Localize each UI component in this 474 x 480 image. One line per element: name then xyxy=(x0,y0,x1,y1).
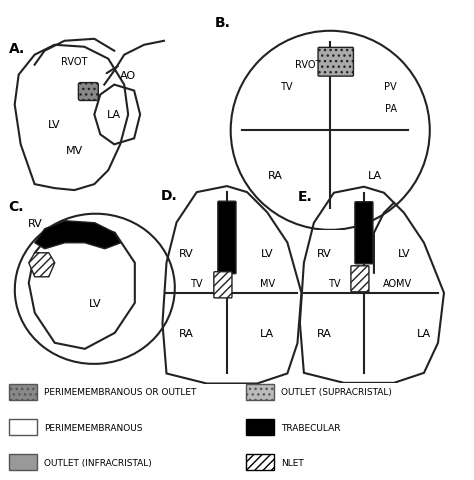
FancyBboxPatch shape xyxy=(9,420,37,435)
Text: RA: RA xyxy=(267,170,283,180)
FancyBboxPatch shape xyxy=(246,455,274,470)
Text: TRABECULAR: TRABECULAR xyxy=(281,423,341,432)
Text: RV: RV xyxy=(27,218,42,228)
FancyBboxPatch shape xyxy=(9,455,37,470)
Text: OUTLET (INFRACRISTAL): OUTLET (INFRACRISTAL) xyxy=(44,458,152,467)
Text: RV: RV xyxy=(317,248,331,258)
Text: PERIMEMEMBRANOUS OR OUTLET: PERIMEMEMBRANOUS OR OUTLET xyxy=(44,387,197,396)
Text: D.: D. xyxy=(160,189,177,203)
FancyBboxPatch shape xyxy=(78,84,98,101)
Text: MV: MV xyxy=(396,278,411,288)
Text: E.: E. xyxy=(298,189,313,204)
FancyBboxPatch shape xyxy=(214,272,232,298)
FancyBboxPatch shape xyxy=(246,384,274,400)
FancyBboxPatch shape xyxy=(218,202,236,274)
Text: PA: PA xyxy=(384,104,397,114)
Text: RA: RA xyxy=(179,328,194,338)
Text: LV: LV xyxy=(261,248,273,258)
Text: MV: MV xyxy=(66,146,83,156)
Text: LV: LV xyxy=(89,298,101,308)
FancyBboxPatch shape xyxy=(355,202,373,264)
Text: TV: TV xyxy=(328,278,340,288)
Text: LA: LA xyxy=(367,170,382,180)
FancyBboxPatch shape xyxy=(351,266,369,292)
Text: RVOT: RVOT xyxy=(295,60,321,70)
Text: MV: MV xyxy=(260,278,275,288)
Text: RA: RA xyxy=(317,328,331,338)
Text: C.: C. xyxy=(9,199,24,213)
Text: NLET: NLET xyxy=(281,458,304,467)
Text: LA: LA xyxy=(417,328,431,338)
Text: LV: LV xyxy=(48,120,61,130)
Text: TV: TV xyxy=(280,82,292,92)
Polygon shape xyxy=(29,253,55,277)
FancyBboxPatch shape xyxy=(318,48,354,77)
Text: LV: LV xyxy=(398,248,410,258)
Text: B.: B. xyxy=(215,16,231,30)
Text: PV: PV xyxy=(384,82,397,92)
Text: LA: LA xyxy=(260,328,274,338)
Polygon shape xyxy=(35,221,121,249)
Text: OUTLET (SUPRACRISTAL): OUTLET (SUPRACRISTAL) xyxy=(281,387,392,396)
Text: RV: RV xyxy=(179,248,194,258)
Text: TV: TV xyxy=(191,278,203,288)
FancyBboxPatch shape xyxy=(246,420,274,435)
FancyBboxPatch shape xyxy=(9,384,37,400)
Text: LA: LA xyxy=(107,110,121,120)
Text: AO: AO xyxy=(120,71,136,81)
Text: RVOT: RVOT xyxy=(61,57,88,67)
Text: PERIMEMEMBRANOUS: PERIMEMEMBRANOUS xyxy=(44,423,143,432)
Text: A.: A. xyxy=(9,42,25,56)
Text: AO: AO xyxy=(383,278,397,288)
